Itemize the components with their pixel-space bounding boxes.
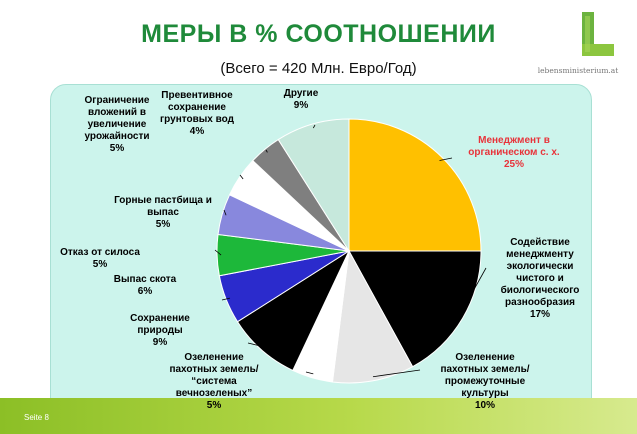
slice-label-line: Горные пастбища и	[114, 194, 212, 206]
slice-label: Содействие менеджменту экологически чистого…	[501, 237, 580, 320]
slice-label-line: грунтовых вод	[160, 114, 235, 125]
slice-label-line: вложений в	[88, 107, 146, 118]
page-subtitle: (Всего = 420 Млн. Евро/Год)	[220, 60, 417, 77]
slice-label-line: 9%	[153, 337, 168, 348]
slice-label-line: урожайности	[84, 131, 149, 142]
slice-label-line: вечнозеленых”	[176, 388, 252, 399]
leader-line	[247, 342, 265, 348]
slice-label-line: Сохранение	[130, 313, 190, 324]
slice-label-line: 5%	[156, 219, 171, 230]
slice-label-line: Превентивное	[161, 90, 233, 101]
slice-label: Выпас скота 6%	[114, 274, 177, 297]
slice-label: Ограничение вложений в увеличение урожайнос…	[84, 95, 149, 154]
pie-slice	[348, 118, 482, 252]
slice-label-line: 25%	[504, 159, 524, 170]
green-l-logo-icon	[582, 12, 614, 56]
slice-label: Превентивное сохранение грунтовых вод 4%	[160, 90, 235, 137]
leader-line	[265, 149, 268, 153]
slice-label: Озеленение пахотных земель/промежуточные к…	[440, 352, 529, 411]
slice-label-line: выпас	[147, 207, 179, 218]
slice-label-line: менеджменту	[506, 249, 574, 260]
slice-label-line: 9%	[294, 100, 309, 111]
slice-label: Озеленение пахотных земель/“система вечноз…	[169, 352, 258, 411]
slice-label-line: 6%	[138, 286, 153, 297]
slice-label: Отказ от силоса 5%	[60, 247, 140, 270]
slice-label-line: 5%	[93, 259, 108, 270]
page-title: МЕРЫ В % СООТНОШЕНИИ	[141, 20, 496, 48]
slice-label-line: органическом с. х.	[468, 147, 560, 158]
slice-label-line: Менеджмент в	[478, 135, 550, 146]
slice-label-line: 5%	[207, 400, 222, 411]
logo-text: lebensministerium.at	[537, 66, 619, 75]
slice-label-line: пахотных земель/	[169, 364, 258, 375]
slice-label-line: Содействие	[510, 237, 570, 248]
footer-bar	[0, 398, 637, 434]
footer-page-number: Seite 8	[24, 413, 49, 422]
leader-line	[458, 267, 487, 317]
slice-label: Менеджмент в органическом с. х. 25%	[468, 135, 560, 170]
slice-label-line: 10%	[475, 400, 495, 411]
slice-label-line: биологического	[501, 284, 580, 296]
leader-line	[221, 297, 231, 301]
slice-label-line: Отказ от силоса	[60, 247, 140, 258]
leader-line	[239, 174, 244, 180]
slice-label-line: 4%	[190, 126, 205, 137]
slice-label-line: Озеленение	[184, 352, 244, 363]
slice-label-line: сохранение	[168, 102, 226, 113]
slice-label-line: Ограничение	[85, 95, 150, 106]
leader-line	[312, 124, 316, 129]
leader-line	[372, 369, 421, 378]
slice-label-line: увеличение	[88, 119, 147, 130]
leader-line	[439, 157, 453, 161]
slice-label-line: Озеленение	[455, 352, 515, 363]
slice-label-line: чистого и	[516, 273, 563, 284]
slice-label-line: пахотных земель/	[440, 364, 529, 375]
slice-label-line: экологически	[507, 261, 574, 272]
leader-line	[214, 249, 222, 256]
slice-label-line: Выпас скота	[114, 274, 177, 285]
pie-slice	[348, 250, 482, 368]
slice-label-line: Другие	[284, 88, 319, 99]
slice-label: Горные пастбища и выпас 5%	[114, 194, 212, 230]
slice-label-line: 5%	[110, 143, 125, 154]
slice-label-line: природы	[137, 325, 182, 336]
slice-label-line: “система	[191, 376, 237, 387]
slice-label-line: 17%	[530, 309, 550, 320]
slice-label: Сохранение природы 9%	[130, 313, 190, 348]
slice-label: Другие 9%	[284, 88, 319, 111]
slice-label-line: промежуточные	[445, 376, 526, 387]
leader-line	[223, 209, 227, 216]
pie-slice	[331, 249, 414, 384]
slice-label-line: разнообразия	[505, 296, 575, 308]
leader-line	[305, 371, 314, 375]
pie-slice	[277, 118, 350, 253]
slice-label-line: культуры	[461, 388, 508, 399]
